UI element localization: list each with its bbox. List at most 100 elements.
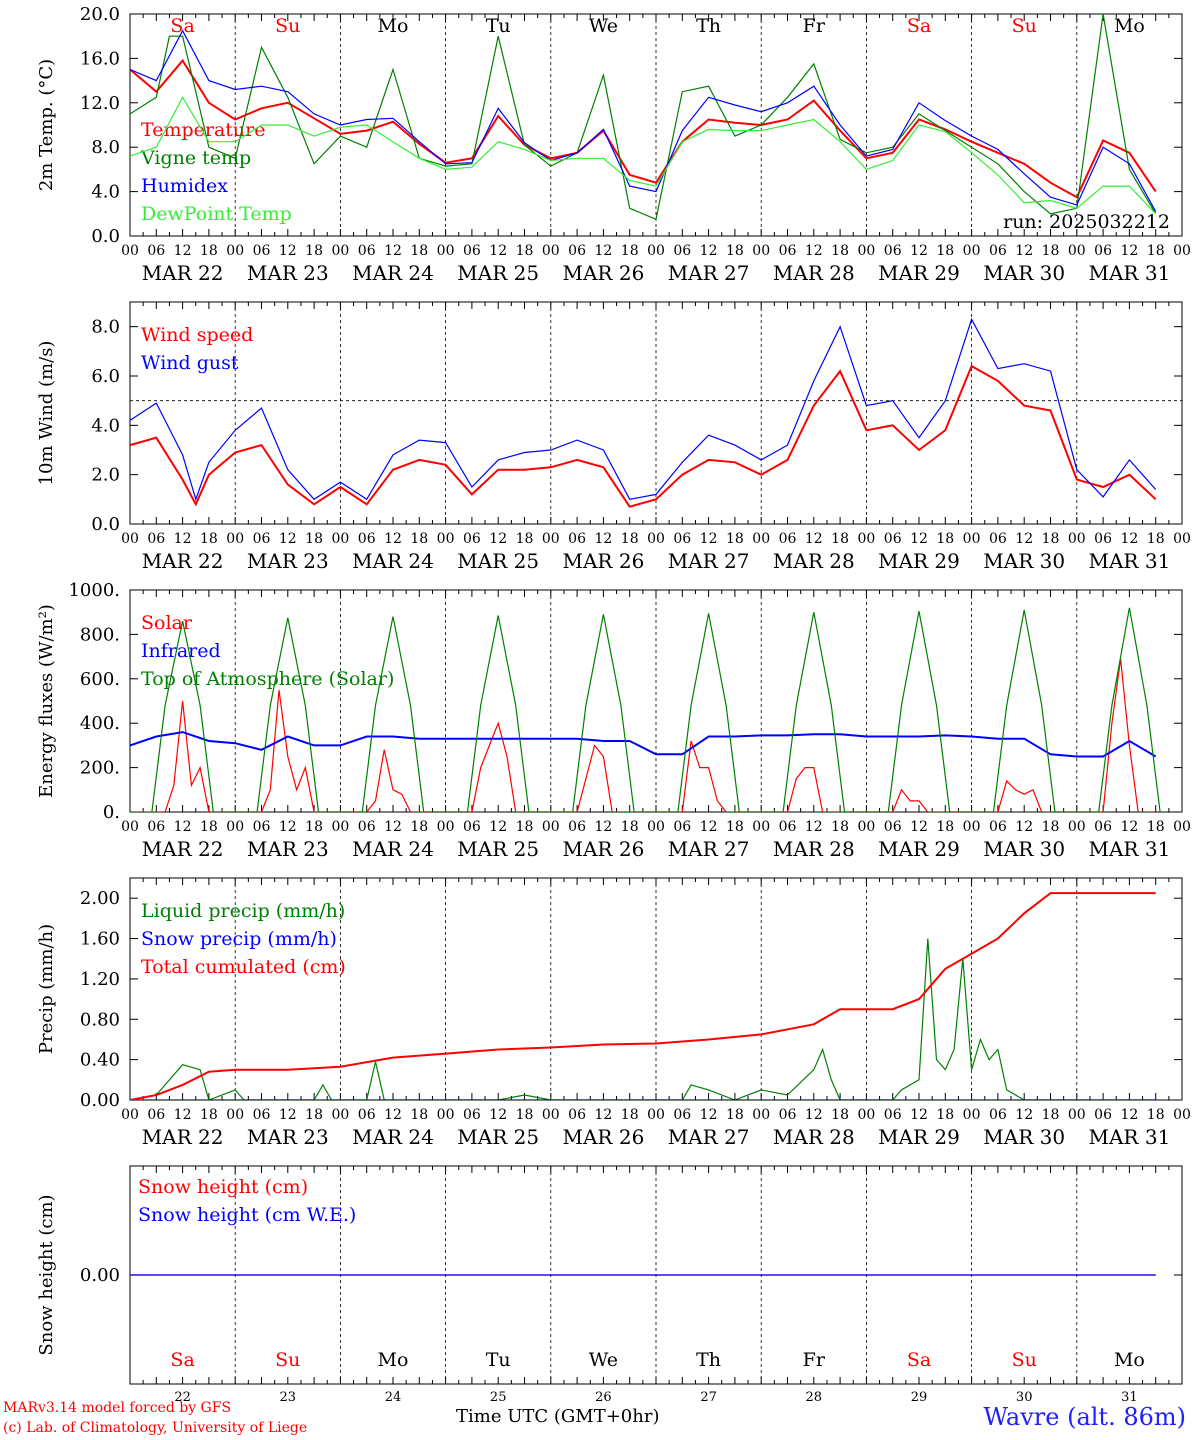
day-name-label: We bbox=[589, 1349, 618, 1371]
hour-label: 12 bbox=[489, 1107, 507, 1123]
hour-label: 18 bbox=[516, 243, 534, 259]
hour-label: 06 bbox=[1094, 819, 1112, 835]
hour-label: 00 bbox=[1173, 819, 1191, 835]
hour-label: 12 bbox=[1120, 243, 1138, 259]
series-line bbox=[151, 607, 1161, 812]
hour-label: 00 bbox=[121, 1107, 139, 1123]
hour-label: 06 bbox=[779, 243, 797, 259]
date-label: MAR 22 bbox=[142, 837, 224, 861]
date-label: MAR 22 bbox=[142, 1125, 224, 1149]
hour-label: 12 bbox=[1120, 531, 1138, 547]
hour-label: 00 bbox=[542, 1107, 560, 1123]
hour-label: 18 bbox=[726, 1107, 744, 1123]
day-name-label: Sa bbox=[170, 15, 194, 37]
hour-label: 18 bbox=[831, 819, 849, 835]
y-axis-title: Snow height (cm) bbox=[36, 1194, 57, 1355]
hour-label: 06 bbox=[463, 1107, 481, 1123]
hour-label: 00 bbox=[226, 243, 244, 259]
hour-label: 18 bbox=[831, 243, 849, 259]
hour-label: 18 bbox=[410, 1107, 428, 1123]
date-label: MAR 23 bbox=[247, 261, 329, 285]
legend-entry: Snow precip (mm/h) bbox=[141, 928, 337, 950]
hour-label: 06 bbox=[358, 819, 376, 835]
hour-label: 00 bbox=[963, 243, 981, 259]
hour-label: 00 bbox=[331, 243, 349, 259]
date-label: MAR 26 bbox=[563, 1125, 645, 1149]
hour-label: 18 bbox=[1042, 1107, 1060, 1123]
date-label: MAR 30 bbox=[983, 549, 1065, 573]
hour-label: 00 bbox=[752, 1107, 770, 1123]
hour-label: 18 bbox=[1147, 243, 1165, 259]
day-name-label: Mo bbox=[1114, 1349, 1145, 1371]
hour-label: 12 bbox=[910, 531, 928, 547]
y-tick-label: 8.0 bbox=[91, 137, 120, 158]
legend-entry: Snow height (cm W.E.) bbox=[138, 1204, 356, 1226]
hour-label: 12 bbox=[279, 531, 297, 547]
date-label: MAR 26 bbox=[563, 549, 645, 573]
series-line bbox=[130, 14, 1157, 221]
hour-label: 00 bbox=[226, 819, 244, 835]
hour-label: 18 bbox=[516, 819, 534, 835]
day-name-label: Tu bbox=[486, 1349, 511, 1371]
date-label: MAR 22 bbox=[142, 261, 224, 285]
y-tick-label: 12.0 bbox=[80, 93, 120, 114]
hour-label: 00 bbox=[752, 243, 770, 259]
day-number-label: 24 bbox=[385, 1390, 402, 1405]
hour-label: 00 bbox=[226, 1107, 244, 1123]
hour-label: 06 bbox=[989, 819, 1007, 835]
legend-entry: Liquid precip (mm/h) bbox=[141, 900, 345, 922]
day-number-label: 28 bbox=[806, 1390, 823, 1405]
hour-label: 06 bbox=[884, 819, 902, 835]
hour-label: 00 bbox=[437, 243, 455, 259]
y-tick-label: 0.0 bbox=[91, 226, 120, 247]
hour-label: 12 bbox=[1120, 1107, 1138, 1123]
date-label: MAR 23 bbox=[247, 1125, 329, 1149]
day-name-label: Su bbox=[275, 1349, 300, 1371]
y-tick-label: 2.00 bbox=[80, 888, 120, 909]
hour-label: 18 bbox=[516, 1107, 534, 1123]
hour-label: 18 bbox=[936, 1107, 954, 1123]
day-name-label: Sa bbox=[170, 1349, 194, 1371]
legend-entry: Top of Atmosphere (Solar) bbox=[141, 668, 394, 690]
hour-label: 00 bbox=[331, 531, 349, 547]
lab-credit: (c) Lab. of Climatology, University of L… bbox=[3, 1420, 308, 1436]
date-label: MAR 27 bbox=[668, 549, 750, 573]
hour-label: 12 bbox=[279, 243, 297, 259]
y-tick-label: 1.60 bbox=[80, 929, 120, 950]
hour-label: 12 bbox=[805, 819, 823, 835]
day-name-label: Sa bbox=[907, 15, 931, 37]
date-label: MAR 31 bbox=[1089, 549, 1171, 573]
hour-label: 06 bbox=[673, 1107, 691, 1123]
hour-label: 00 bbox=[1068, 819, 1086, 835]
hour-label: 06 bbox=[253, 819, 271, 835]
legend-entry: DewPoint Temp bbox=[141, 203, 292, 225]
hour-label: 18 bbox=[1147, 819, 1165, 835]
hour-label: 00 bbox=[1173, 1107, 1191, 1123]
day-number-label: 23 bbox=[280, 1390, 297, 1405]
hour-label: 06 bbox=[884, 531, 902, 547]
date-label: MAR 22 bbox=[142, 549, 224, 573]
day-number-label: 22 bbox=[174, 1390, 191, 1405]
hour-label: 06 bbox=[989, 531, 1007, 547]
hour-label: 18 bbox=[936, 243, 954, 259]
hour-label: 12 bbox=[910, 1107, 928, 1123]
date-label: MAR 25 bbox=[457, 549, 539, 573]
date-label: MAR 28 bbox=[773, 837, 855, 861]
day-number-label: 31 bbox=[1121, 1390, 1138, 1405]
date-label: MAR 30 bbox=[983, 1125, 1065, 1149]
hour-label: 12 bbox=[384, 243, 402, 259]
hour-label: 12 bbox=[174, 531, 192, 547]
day-name-label: Su bbox=[275, 15, 300, 37]
hour-label: 18 bbox=[621, 531, 639, 547]
hour-label: 00 bbox=[857, 531, 875, 547]
hour-label: 12 bbox=[384, 531, 402, 547]
y-tick-label: 8.0 bbox=[91, 317, 120, 338]
y-tick-label: 4.0 bbox=[91, 182, 120, 203]
hour-label: 12 bbox=[700, 531, 718, 547]
hour-label: 12 bbox=[700, 819, 718, 835]
legend-entry: Wind speed bbox=[141, 324, 253, 346]
hour-label: 18 bbox=[1042, 243, 1060, 259]
date-label: MAR 23 bbox=[247, 837, 329, 861]
day-name-label: Tu bbox=[486, 15, 511, 37]
